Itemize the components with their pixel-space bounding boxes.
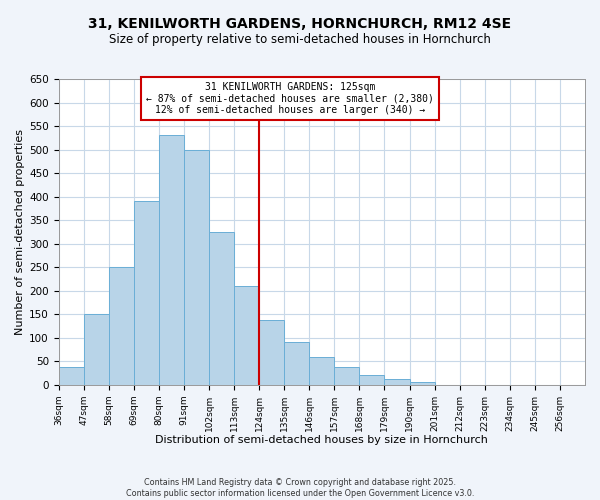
Bar bbox=[209, 232, 234, 384]
X-axis label: Distribution of semi-detached houses by size in Hornchurch: Distribution of semi-detached houses by … bbox=[155, 435, 488, 445]
Text: Contains HM Land Registry data © Crown copyright and database right 2025.
Contai: Contains HM Land Registry data © Crown c… bbox=[126, 478, 474, 498]
Text: 31 KENILWORTH GARDENS: 125sqm
← 87% of semi-detached houses are smaller (2,380)
: 31 KENILWORTH GARDENS: 125sqm ← 87% of s… bbox=[146, 82, 434, 116]
Bar bbox=[359, 376, 385, 384]
Text: 31, KENILWORTH GARDENS, HORNCHURCH, RM12 4SE: 31, KENILWORTH GARDENS, HORNCHURCH, RM12… bbox=[88, 18, 512, 32]
Bar bbox=[184, 150, 209, 384]
Bar bbox=[309, 356, 334, 384]
Bar bbox=[159, 136, 184, 384]
Bar bbox=[334, 367, 359, 384]
Bar bbox=[259, 320, 284, 384]
Bar bbox=[134, 202, 159, 384]
Bar bbox=[59, 367, 84, 384]
Bar bbox=[109, 267, 134, 384]
Bar bbox=[284, 342, 309, 384]
Bar bbox=[385, 379, 410, 384]
Bar bbox=[234, 286, 259, 384]
Bar bbox=[410, 382, 434, 384]
Text: Size of property relative to semi-detached houses in Hornchurch: Size of property relative to semi-detach… bbox=[109, 32, 491, 46]
Y-axis label: Number of semi-detached properties: Number of semi-detached properties bbox=[15, 129, 25, 335]
Bar bbox=[84, 314, 109, 384]
